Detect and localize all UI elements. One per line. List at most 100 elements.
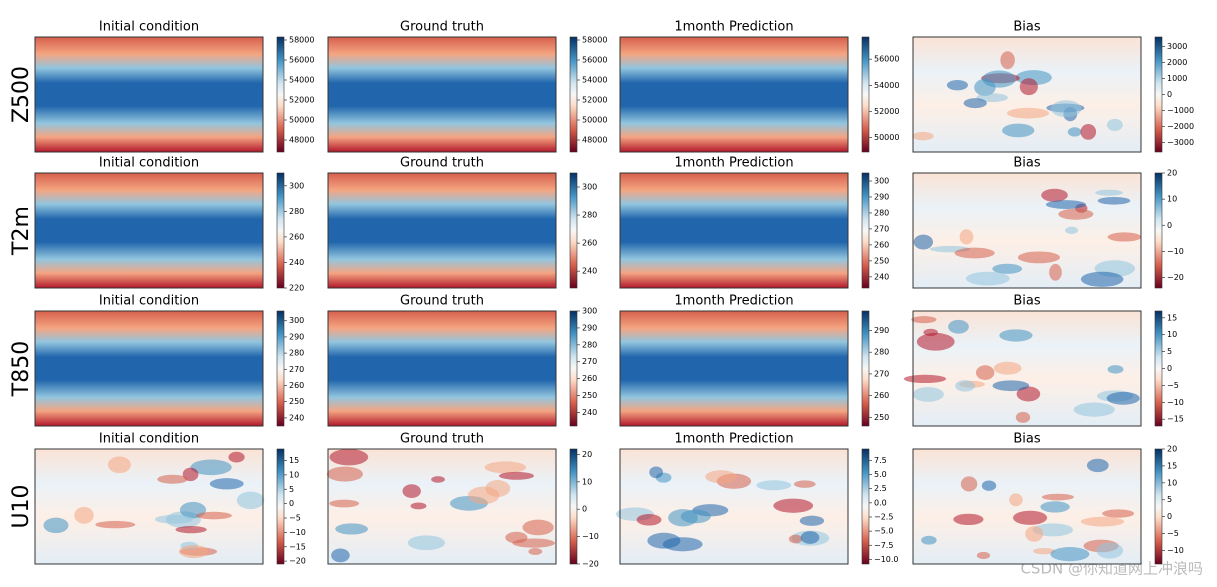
colorbar-tick-label: 300 <box>582 307 597 316</box>
colorbar-tick-label: −15 <box>1167 415 1184 424</box>
colorbar <box>861 172 870 289</box>
colorbar-tick-label: 0 <box>582 505 587 514</box>
colorbar-tick-label: −5 <box>1167 381 1179 390</box>
colorbar-tick-label: 10 <box>582 477 592 486</box>
map-frame <box>619 36 849 153</box>
colorbar-tick-label: 290 <box>289 332 304 341</box>
map-blob <box>799 515 825 526</box>
panel-title: Ground truth <box>400 156 484 171</box>
map-blob <box>1067 127 1082 137</box>
colorbar-tick-label: 240 <box>582 408 597 417</box>
map-blob <box>705 470 737 484</box>
colorbar-tick-label: 56000 <box>582 56 607 65</box>
map-field <box>620 173 848 288</box>
map-blob <box>157 474 188 484</box>
colorbar-tick-label: 10 <box>1167 195 1177 204</box>
colorbar-tick-label: −10 <box>582 532 599 541</box>
colorbar <box>861 448 870 565</box>
colorbar-tick-label: 58000 <box>582 36 607 45</box>
colorbar-tick-label: 280 <box>289 349 304 358</box>
colorbar <box>276 36 285 153</box>
colorbar-tick-label: 15 <box>1167 313 1177 322</box>
colorbar-tick-label: 250 <box>874 413 889 422</box>
colorbar-tick-label: 5.0 <box>874 470 887 479</box>
colorbar-tick-label: −10.0 <box>874 555 899 564</box>
map-frame <box>34 172 264 289</box>
map-blob <box>788 534 803 544</box>
colorbar-tick-label: 56000 <box>874 55 899 64</box>
map-blob <box>963 98 987 109</box>
colorbar-tick-label: 54000 <box>874 81 899 90</box>
colorbar <box>1154 36 1163 153</box>
map-blob <box>999 329 1033 342</box>
colorbar-tick-label: −2.5 <box>874 512 893 521</box>
map-blob <box>1106 391 1140 405</box>
colorbar <box>861 36 870 153</box>
map-blob <box>1000 51 1015 70</box>
map-blob <box>1049 263 1062 281</box>
map-blob <box>793 480 816 488</box>
map-blob <box>982 70 1016 88</box>
colorbar-tick-label: 3000 <box>1167 42 1187 51</box>
colorbar-tick-label: 15 <box>1167 461 1177 470</box>
panel-title: 1month Prediction <box>674 294 793 309</box>
colorbar-tick-label: −2000 <box>1167 122 1194 131</box>
colorbar-tick-label: 300 <box>289 316 304 325</box>
map-blob <box>1086 458 1109 473</box>
colorbar-tick-label: 260 <box>289 232 304 241</box>
map-frame <box>327 310 557 427</box>
colorbar-tick-label: 52000 <box>874 107 899 116</box>
colorbar-tick-label: 2.5 <box>874 484 887 493</box>
map-blob <box>921 535 937 545</box>
colorbar <box>569 172 578 289</box>
colorbar-tick-label: 270 <box>874 224 889 233</box>
map-blob <box>402 484 421 498</box>
map-blob <box>946 79 968 91</box>
map-blob <box>680 509 711 524</box>
panel-title: Ground truth <box>400 432 484 447</box>
map-blob <box>1041 188 1068 202</box>
colorbar-tick-label: −10 <box>1167 247 1184 256</box>
map-frame <box>34 310 264 427</box>
panel-title: Initial condition <box>99 156 199 171</box>
map-blob <box>1006 107 1050 119</box>
colorbar <box>1154 310 1163 427</box>
colorbar-tick-label: 20 <box>1167 169 1177 178</box>
map-blob <box>916 332 955 351</box>
map-blob <box>431 476 445 483</box>
colorbar-tick-label: 260 <box>874 240 889 249</box>
colorbar-tick-label: 280 <box>874 348 889 357</box>
colorbar-tick-label: −20 <box>289 557 306 566</box>
map-blob <box>329 499 360 508</box>
colorbar-tick-label: 7.5 <box>874 456 887 465</box>
colorbar-tick-label: 20 <box>582 450 592 459</box>
colorbar-tick-label: −5.0 <box>874 527 893 536</box>
map-blob <box>636 514 662 526</box>
colorbar-tick-label: 270 <box>582 357 597 366</box>
map-blob <box>410 502 427 510</box>
colorbar-tick-label: 240 <box>289 413 304 422</box>
colorbar-tick-label: 250 <box>289 397 304 406</box>
colorbar-tick-label: 2000 <box>1167 58 1187 67</box>
map-blob <box>1012 510 1048 525</box>
panel-title: Initial condition <box>99 294 199 309</box>
colorbar-tick-label: 0.0 <box>874 498 887 507</box>
map-blob <box>649 466 663 479</box>
colorbar-tick-label: 52000 <box>289 96 314 105</box>
colorbar-tick-label: 58000 <box>289 36 314 45</box>
map-blob <box>1041 493 1074 501</box>
colorbar <box>276 172 285 289</box>
map-blob <box>190 459 232 476</box>
map-frame <box>327 36 557 153</box>
map-blob <box>948 319 969 334</box>
map-blob <box>773 498 814 513</box>
map-blob <box>1050 100 1082 118</box>
panel-title: Ground truth <box>400 294 484 309</box>
panel-title: 1month Prediction <box>674 156 793 171</box>
map-blob <box>1058 208 1094 220</box>
map-blob <box>1017 251 1061 264</box>
map-blob <box>43 517 69 534</box>
panel-title: Bias <box>1013 432 1040 447</box>
colorbar-tick-label: 240 <box>874 272 889 281</box>
colorbar-tick-label: 10 <box>1167 478 1177 487</box>
